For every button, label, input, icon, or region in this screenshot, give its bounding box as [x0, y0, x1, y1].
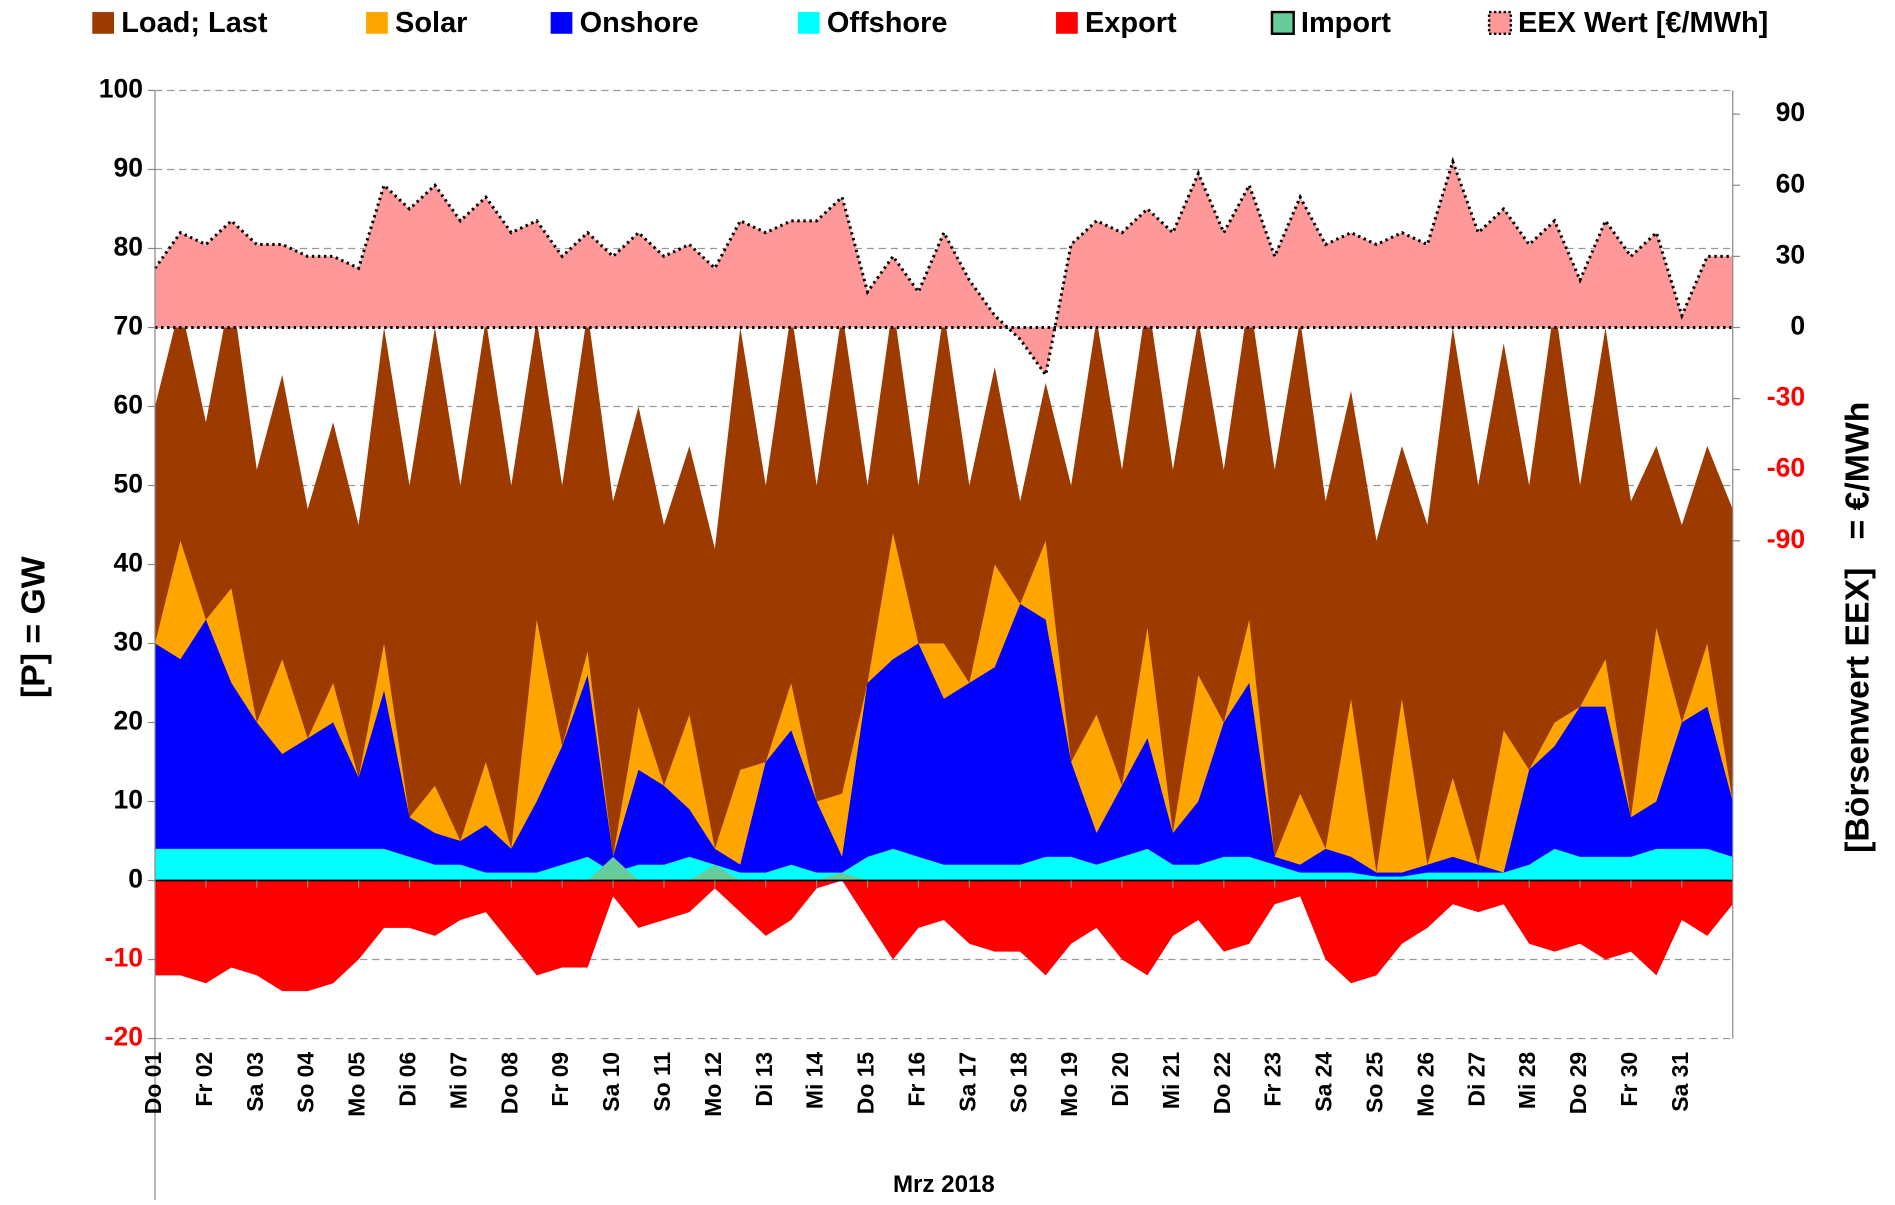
legend-item: Import: [1270, 7, 1391, 39]
legend-label: Onshore: [580, 7, 699, 39]
y2-tick-label: 30: [1776, 239, 1806, 269]
legend-label: Solar: [395, 7, 467, 39]
y-tick-label: 50: [113, 469, 143, 499]
legend-swatch: [1056, 12, 1078, 34]
x-tick-label: Do 15: [853, 1052, 879, 1115]
x-tick-label: Sa 17: [954, 1052, 980, 1112]
legend-label: Load; Last: [121, 7, 268, 39]
y2-tick-label: 90: [1776, 97, 1806, 127]
legend-label: Import: [1301, 7, 1391, 39]
x-tick-label: Mo 19: [1056, 1052, 1082, 1117]
legend-item: Offshore: [797, 7, 948, 39]
y-tick-label: 20: [113, 706, 143, 736]
x-tick-label: Di 20: [1107, 1052, 1133, 1107]
legend-item: EEX Wert [€/MWh]: [1487, 7, 1768, 39]
legend-swatch: [1270, 10, 1295, 35]
x-tick-label: So 11: [649, 1052, 675, 1112]
legend-item: Load; Last: [92, 7, 268, 39]
area: [155, 848, 1733, 881]
x-tick-label: Di 27: [1463, 1052, 1489, 1107]
x-tick-label: Mi 28: [1514, 1052, 1540, 1110]
y-tick-label: -20: [105, 1022, 143, 1052]
x-tick-label: Mo 26: [1412, 1052, 1438, 1117]
x-tick-label: Do 29: [1565, 1052, 1591, 1114]
x-tick-label: Fr 02: [191, 1052, 217, 1107]
x-tick-label: Do 01: [140, 1052, 166, 1115]
y2-tick-label: -60: [1767, 453, 1805, 483]
y-tick-label: 30: [113, 627, 143, 657]
y-tick-label: 70: [113, 311, 143, 341]
x-tick-label: Do 22: [1209, 1052, 1235, 1114]
legend-item: Export: [1056, 7, 1177, 39]
y2-axis-label: [Börsenwert EEX] = €/MWh: [1838, 402, 1876, 853]
area: [155, 604, 1733, 877]
legend-label: EEX Wert [€/MWh]: [1518, 7, 1768, 39]
y-tick-label: 100: [99, 73, 143, 103]
legend-swatch: [797, 12, 820, 34]
y-tick-label: 90: [113, 152, 143, 182]
y-tick-label: 10: [113, 785, 143, 815]
area: [155, 532, 1733, 873]
x-tick-label: Sa 31: [1667, 1052, 1693, 1112]
x-tick-label: Mi 14: [802, 1052, 828, 1110]
x-axis-label: Mrz 2018: [893, 1171, 995, 1198]
x-tick-label: Mi 07: [445, 1052, 471, 1109]
y2-tick-label: -30: [1767, 382, 1805, 412]
legend-swatch: [1487, 10, 1513, 35]
x-tick-label: So 25: [1362, 1052, 1388, 1113]
y-tick-label: -10: [105, 943, 143, 973]
x-tick-label: Fr 23: [1260, 1052, 1286, 1107]
x-tick-label: Fr 30: [1616, 1052, 1642, 1107]
y2-tick-label: -90: [1767, 524, 1805, 554]
legend-label: Export: [1085, 7, 1177, 39]
x-tick-label: Mo 05: [344, 1052, 370, 1117]
price-line: [153, 156, 1733, 379]
y2-tick-label: 0: [1790, 311, 1805, 341]
y-tick-label: 60: [113, 390, 143, 420]
area: [155, 880, 1733, 992]
x-tick-label: Mo 12: [700, 1052, 726, 1117]
x-tick-label: Sa 10: [598, 1052, 624, 1112]
x-tick-label: So 18: [1005, 1052, 1031, 1113]
x-tick-label: Sa 24: [1311, 1052, 1337, 1112]
legend-label: Offshore: [827, 7, 948, 39]
area: [155, 161, 1733, 375]
legend-item: Onshore: [550, 7, 699, 39]
x-tick-label: Mi 21: [1158, 1052, 1184, 1110]
y-axis-label: [P] = GW: [15, 556, 53, 698]
x-tick-label: So 04: [293, 1052, 319, 1113]
x-tick-label: Di 13: [751, 1052, 777, 1107]
y-tick-label: 80: [113, 231, 143, 261]
y-tick-label: 40: [113, 548, 143, 578]
legend-swatch: [550, 12, 573, 34]
x-tick-label: Fr 09: [547, 1052, 573, 1107]
y2-tick-label: 60: [1776, 168, 1806, 198]
x-tick-label: Di 06: [395, 1052, 421, 1107]
x-tick-label: Do 08: [496, 1052, 522, 1115]
legend-swatch: [366, 12, 388, 34]
legend-item: Solar: [366, 7, 467, 39]
legend-swatch: [92, 12, 115, 34]
x-tick-label: Fr 16: [903, 1052, 929, 1107]
x-tick-label: Sa 03: [242, 1052, 268, 1112]
y-tick-label: 0: [128, 864, 143, 894]
